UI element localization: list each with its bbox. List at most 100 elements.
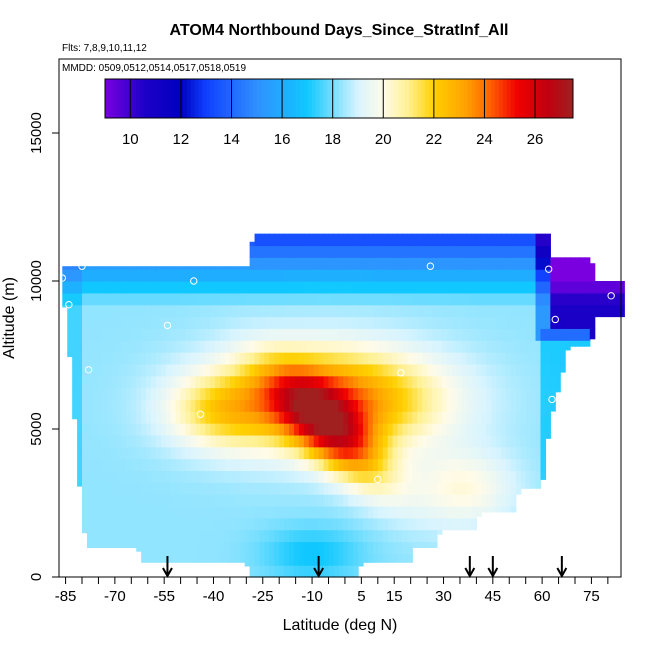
heat-cell [486,423,492,436]
heat-cell [471,233,477,247]
heat-cell [126,494,132,507]
heat-cell [392,304,399,318]
heat-cell [422,529,428,543]
heat-cell [525,257,532,270]
heat-cell [146,423,152,436]
heat-cell [259,352,266,365]
heat-cell [456,363,463,377]
heat-cell [205,458,211,472]
heat-cell [101,446,108,460]
heat-cell [550,292,556,306]
heat-cell [279,565,285,578]
heat-cell [224,470,231,483]
heat-cell [333,553,339,566]
heat-cell [402,482,408,495]
heat-cell [244,363,251,377]
heat-cell [224,269,231,282]
heat-cell [249,399,256,412]
heat-cell [293,233,300,247]
heat-cell [358,553,364,566]
heat-cell [62,304,68,308]
heat-cell [121,446,127,460]
heat-cell [318,352,325,365]
heat-cell [367,541,374,554]
heat-cell [367,269,374,282]
heat-cell [496,304,502,318]
heat-cell [91,434,98,448]
heat-cell [175,399,182,412]
heat-cell [249,281,256,294]
heat-cell [363,446,369,460]
heat-cell [328,494,335,507]
heat-cell [141,517,147,531]
heat-cell [155,399,162,412]
heat-cell [545,363,551,377]
heat-cell [96,458,103,472]
heat-cell [451,411,458,424]
heat-cell [239,553,246,563]
heat-cell [116,352,123,365]
heat-cell [101,266,108,270]
heat-cell [121,304,127,318]
colorbar-swatch [420,79,426,118]
heat-cell [570,269,576,282]
heat-cell [298,423,305,436]
heat-cell [91,387,98,400]
heat-cell [510,363,517,377]
heat-cell [269,387,275,400]
heat-cell [392,292,399,306]
heat-cell [574,269,581,282]
heat-cell [215,482,221,495]
heat-cell [146,434,152,448]
heat-cell [185,399,192,412]
heat-cell [155,375,162,389]
heat-cell [461,316,468,329]
heat-cell [427,470,433,483]
heat-cell [254,328,261,341]
heat-cell [422,482,428,495]
heat-cell [358,399,364,412]
heat-cell [436,292,443,306]
flight-arrow-icon [313,556,325,579]
heat-cell [318,269,325,282]
heat-cell [318,411,325,424]
heat-cell [190,340,196,353]
heat-cell [131,340,137,353]
heat-cell [303,245,310,258]
heat-cell [131,316,137,329]
heat-cell [412,423,418,436]
heat-cell [432,269,438,282]
heat-cell [614,292,620,306]
heat-cell [220,387,226,400]
heat-cell [259,399,266,412]
heat-cell [505,316,512,329]
heat-cell [446,352,453,365]
heat-cell [313,411,320,424]
heat-cell [101,387,108,400]
heat-cell [363,505,369,519]
heat-cell [77,269,83,282]
flights-label: Flts: 7,8,9,10,11,12 [62,43,147,54]
heat-cell [116,458,123,472]
heat-cell [515,375,522,389]
heat-cell [111,529,118,543]
heat-cell [486,281,492,294]
heat-cell [476,434,482,448]
heat-cell [377,505,384,519]
heat-cell [239,328,246,341]
heat-cell [333,269,339,282]
heat-cell [535,233,542,247]
heat-cell [86,352,93,365]
heat-cell [274,434,280,448]
heat-cell [402,269,408,282]
heat-cell [86,281,93,294]
heat-cell [298,281,305,294]
heat-cell [170,470,177,483]
heat-cell [348,482,354,495]
colorbar-swatch [202,79,207,118]
heat-cell [466,446,473,460]
heat-cell [121,482,127,495]
heat-cell [141,482,147,495]
heat-cell [481,411,487,424]
